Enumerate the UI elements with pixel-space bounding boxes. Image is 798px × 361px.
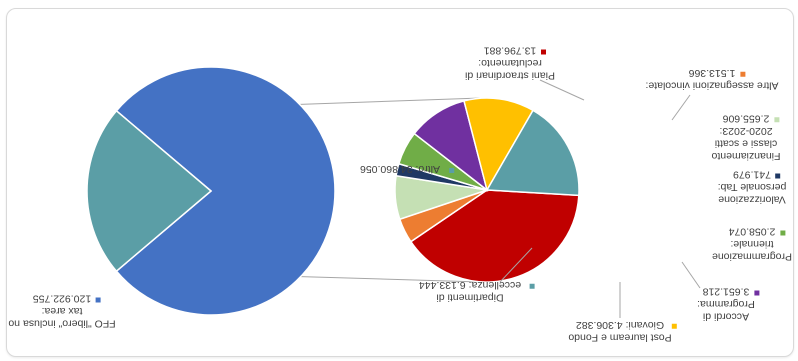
label-finanziamento-classi-line: 2.655.606 <box>722 112 769 124</box>
label-dipartimenti-eccellenza-marker <box>529 283 535 289</box>
label-accordi-programma-line: 3.651.218 <box>702 286 749 298</box>
label-programmazione-triennale-line: 2.058.074 <box>728 226 775 238</box>
label-altre-assegnazioni: Altre assegnazioni vincolate:1.513.366 <box>645 67 778 92</box>
label-ffo-libero-line: 120.922.755 <box>33 293 92 305</box>
label-valorizzazione-tab-line: 741.979 <box>733 169 771 181</box>
label-dipartimenti-eccellenza-line: Dipartimenti di <box>436 291 503 303</box>
label-ffo-libero-marker <box>95 297 101 303</box>
label-finanziamento-classi-line: 2020-2023: <box>719 125 772 137</box>
label-altre-assegnazioni-line: 1.513.366 <box>688 67 735 79</box>
label-altro-marker <box>449 168 455 173</box>
label-altre-assegnazioni-leader <box>671 94 691 121</box>
label-programmazione-triennale-line: Programmazione <box>712 251 792 263</box>
label-altro: Altro: 34.860.056 <box>360 163 455 175</box>
label-piani-straordinari: Piani straordinari direclutamento:13.796… <box>465 45 555 82</box>
label-altro-line: Altro: 34.860.056 <box>360 163 440 175</box>
slice-piani-straordinari <box>409 189 580 283</box>
label-accordi-programma-line: Accordi di <box>703 311 749 323</box>
slice-ffo-libero <box>115 66 336 316</box>
label-valorizzazione-tab-line: personale Tab: <box>718 181 787 193</box>
label-dipartimenti-eccellenza-leader <box>499 247 533 283</box>
label-ffo-libero-line: tax area: <box>42 305 83 317</box>
label-piani-straordinari-leader <box>539 79 585 101</box>
label-accordi-programma-line: Programma: <box>697 298 755 310</box>
label-finanziamento-classi-line: Finanziamento <box>711 150 780 162</box>
label-accordi-programma-leader <box>681 261 701 289</box>
label-valorizzazione-tab-line: Valorizzazione <box>718 194 786 206</box>
label-dipartimenti-eccellenza-line: eccellenza: 6.133.444 <box>419 279 521 291</box>
slice-post-lauream <box>463 97 535 192</box>
label-accordi-programma-marker <box>754 290 760 296</box>
label-ffo-libero-line: FFO "libero" inclusa no <box>8 318 115 330</box>
label-piani-straordinari-line: Piani straordinari di <box>465 70 555 82</box>
label-post-lauream-marker <box>671 323 677 329</box>
slice-altro <box>86 109 213 273</box>
label-piani-straordinari-line: 13.796.881 <box>484 45 537 57</box>
label-programmazione-triennale-line: triennale: <box>730 238 773 250</box>
label-finanziamento-classi-marker <box>774 117 780 123</box>
label-post-lauream-line: Post lauream e Fondo <box>568 331 671 343</box>
label-post-lauream-line: Giovani: 4.306.382 <box>576 319 664 331</box>
label-altre-assegnazioni-marker <box>740 71 746 77</box>
label-piani-straordinari-marker <box>541 49 546 55</box>
label-programmazione-triennale-marker <box>780 230 786 236</box>
label-valorizzazione-tab-marker <box>775 173 781 179</box>
label-finanziamento-classi-line: classi e scatti <box>715 137 777 149</box>
label-piani-straordinari-line: reclutamento: <box>478 57 542 69</box>
label-altre-assegnazioni-line: Altre assegnazioni vincolate: <box>645 79 778 91</box>
slice-dipartimenti-eccellenza <box>485 109 580 197</box>
